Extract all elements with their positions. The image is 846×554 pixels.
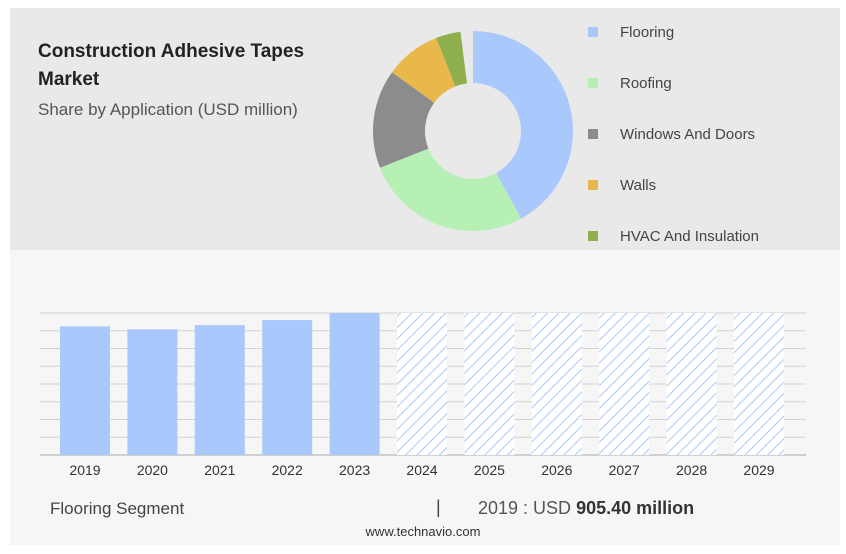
x-tick-label: 2020 — [137, 462, 168, 478]
x-tick-label: 2028 — [676, 462, 707, 478]
legend-item-windows-and-doors: Windows And Doors — [588, 122, 828, 146]
bar-2019 — [60, 326, 110, 455]
donut-slice-hvac-and-insulation — [436, 31, 467, 87]
legend-swatch — [588, 231, 598, 241]
legend-swatch — [588, 78, 598, 88]
segment-value-amount: 905.40 million — [576, 498, 695, 518]
segment-label: Flooring Segment — [50, 499, 185, 518]
legend-item-roofing: Roofing — [588, 71, 828, 95]
segment-value: 2019 : USD 905.40 million — [478, 498, 694, 519]
x-tick-label: 2021 — [204, 462, 235, 478]
footer-separator: | — [436, 497, 441, 517]
donut-slice-windows-and-doors — [373, 72, 435, 168]
legend-swatch — [588, 129, 598, 139]
source-link[interactable]: www.technavio.com — [365, 524, 481, 539]
bar-2021 — [194, 325, 245, 455]
donut-slice-flooring — [473, 31, 573, 219]
legend-swatch — [588, 27, 598, 37]
legend-label: HVAC And Insulation — [620, 227, 759, 245]
donut-slice-roofing — [380, 148, 522, 231]
chart-subtitle: Share by Application (USD million) — [38, 100, 298, 119]
x-tick-label: 2023 — [339, 462, 370, 478]
donut-slice-walls — [392, 38, 456, 103]
x-tick-label: 2026 — [541, 462, 572, 478]
legend-label: Roofing — [620, 74, 672, 92]
legend-label: Windows And Doors — [620, 125, 756, 143]
chart-title: Construction Adhesive Tapes Market — [38, 41, 305, 90]
bar-forecast-2027 — [599, 313, 650, 455]
bar-2020 — [127, 329, 178, 455]
legend-label: Flooring — [620, 23, 675, 41]
donut-chart — [373, 31, 573, 231]
bar-forecast-2024 — [397, 313, 447, 455]
legend-swatch — [588, 180, 598, 190]
legend-item-walls: Walls — [588, 173, 828, 197]
bar-forecast-2026 — [531, 313, 582, 455]
legend-label: Walls — [620, 176, 657, 194]
bar-2022 — [262, 320, 313, 455]
bar-forecast-2028 — [666, 313, 717, 455]
legend-item-hvac-and-insulation: HVAC And Insulation — [588, 224, 828, 248]
x-tick-label: 2027 — [609, 462, 640, 478]
bar-2023 — [329, 313, 380, 455]
x-tick-label: 2022 — [272, 462, 303, 478]
segment-value-prefix: 2019 : USD — [478, 498, 572, 518]
legend-item-flooring: Flooring — [588, 20, 828, 44]
bar-forecast-2029 — [734, 313, 784, 455]
x-tick-label: 2019 — [69, 462, 100, 478]
x-tick-label: 2025 — [474, 462, 505, 478]
x-tick-label: 2024 — [406, 462, 437, 478]
x-tick-label: 2029 — [743, 462, 774, 478]
bar-forecast-2025 — [464, 313, 515, 455]
